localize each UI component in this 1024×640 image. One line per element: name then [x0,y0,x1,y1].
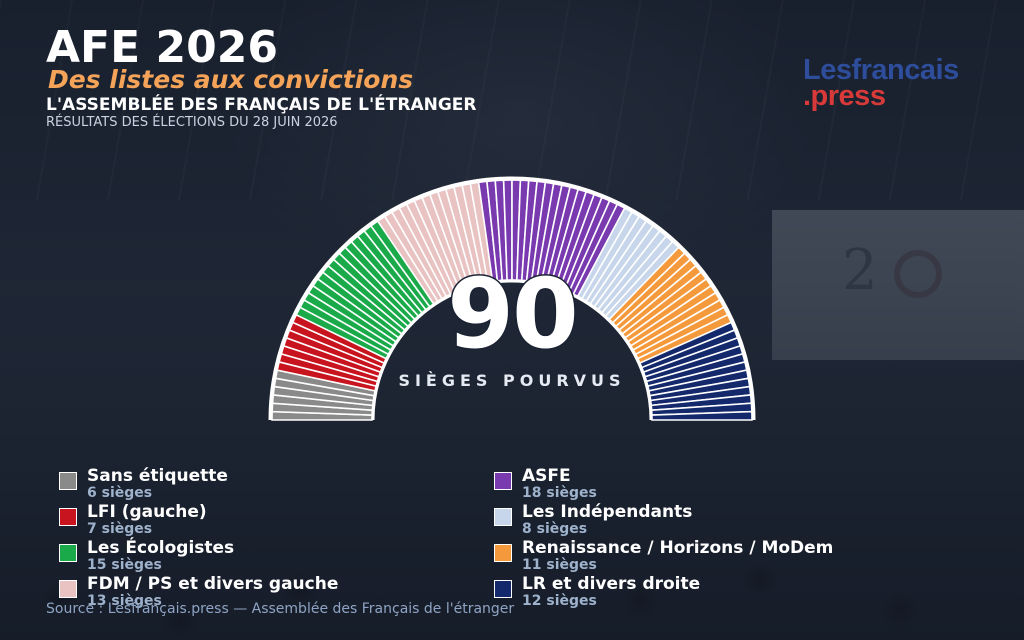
page-subtitle: Des listes aux convictions [48,65,414,94]
legend-party-name: LFI (gauche) [87,502,207,522]
hemicycle-rim [268,176,756,421]
legend-swatch [494,508,512,526]
legend-item: ASFE 18 sièges [494,466,934,507]
legend-seat-count: 12 sièges [522,593,597,609]
legend-party-name: Les Écologistes [87,538,235,558]
legend-seat-count: 6 sièges [87,485,153,501]
brand-logo: Lesfrancais .press [803,54,959,113]
party-arc-1 [276,313,388,392]
legend-seat-count: 18 sièges [522,485,597,501]
legend-swatch [494,544,512,562]
legend-seat-count: 7 sièges [87,521,153,537]
legend-swatch [494,472,512,490]
legend-item: FDM / PS et divers gauche 13 sièges [59,574,499,615]
total-seats-label: SIÈGES POURVUS [398,371,626,390]
legend-party-name: Sans étiquette [87,466,228,486]
party-arc-6 [608,246,733,365]
legend-party-name: Les Indépendants [522,502,693,522]
legend-seat-count: 11 sièges [522,557,597,573]
legend-swatch [59,508,77,526]
logo-line-1: Lesfrancais [803,54,959,86]
legend-item: Renaissance / Horizons / MoDem 11 sièges [494,538,934,579]
legend-party-name: LR et divers droite [522,574,701,594]
legend-party-name: ASFE [522,466,571,486]
legend-party-name: FDM / PS et divers gauche [87,574,339,594]
organization-name: L'ASSEMBLÉE DES FRANÇAIS DE L'ÉTRANGER [46,95,477,115]
legend-swatch [59,472,77,490]
party-arc-2 [295,219,435,360]
legend-seat-count: 8 sièges [522,521,588,537]
legend-swatch [59,544,77,562]
results-date: RÉSULTATS DES ÉLECTIONS DU 28 JUIN 2026 [46,115,338,130]
legend-item: LR et divers droite 12 sièges [494,574,934,615]
legend-swatch [59,580,77,598]
legend-seat-count: 15 sièges [87,557,162,573]
party-arc-5 [576,207,680,321]
legend-seat-count: 13 sièges [87,593,162,609]
legend-item: Sans étiquette 6 sièges [59,466,499,507]
hemicycle-rim [371,279,653,421]
legend-item: Les Écologistes 15 sièges [59,538,499,579]
page-title: AFE 2026 [46,22,278,73]
legend-item: LFI (gauche) 7 sièges [59,502,499,543]
legend-party-name: Renaissance / Horizons / MoDem [522,538,834,558]
total-seats: 90 [446,258,581,370]
source-note: Source : Lesfrançais.press — Assemblée d… [46,601,515,617]
logo-line-2: .press [803,80,886,113]
legend-item: Les Indépendants 8 sièges [494,502,934,543]
legend-swatch [494,580,512,598]
